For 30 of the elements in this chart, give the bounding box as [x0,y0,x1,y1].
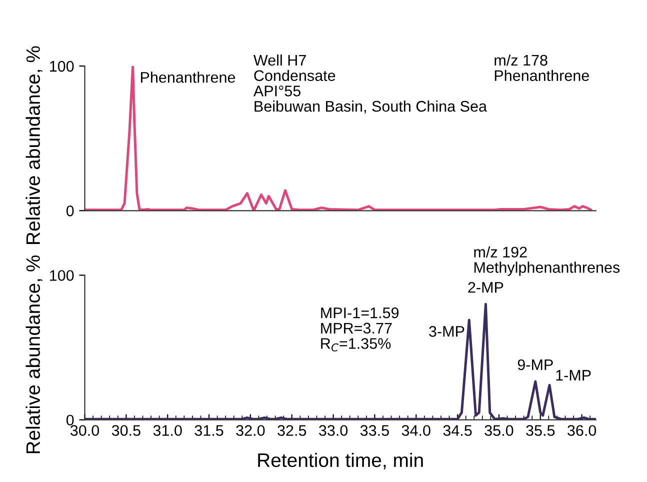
annotation: 3-MP [429,326,464,337]
x-tick-label: 31.5 [194,425,224,436]
x-axis-title: Retention time, min [258,452,423,470]
x-tick-label: 30.5 [112,425,140,436]
x-tick-label: 33.5 [360,425,389,436]
annotation: m/z 178 Phenanthrene [494,54,589,82]
x-tick-label: 31.0 [153,425,182,436]
annotation: 1-MP [556,370,591,381]
y-tick-label: 100 [50,60,74,72]
annotation: m/z 192 Methylphenanthrenes [474,246,620,276]
x-tick-label: 33.0 [318,425,348,436]
annotation: Well H7 Condensate API°55 Beibuwan Basin, South China Sea [253,54,487,114]
x-tick-label: 32.0 [236,425,265,436]
annotation: 9-MP [518,359,553,370]
annotation: Phenanthrene [141,72,236,83]
y-axis-title: Relative abundance, % [26,255,42,454]
annotation: MPI-1=1.59 MPR=3.77 R$_{C}$=1.35% [321,307,399,352]
annotation: 2-MP [468,282,504,293]
line-series [84,66,592,211]
y-axis-title: Relative abundance, % [26,46,42,244]
x-tick-label: 34.0 [402,425,430,436]
x-tick-label: 35.0 [484,425,514,436]
y-tick-label: 100 [50,270,74,281]
y-tick-label: 0 [66,206,74,216]
x-tick-label: 35.5 [526,425,555,436]
x-tick-label: 30.0 [70,425,100,436]
x-tick-label: 36.0 [568,425,596,436]
x-tick-label: 34.5 [443,425,472,436]
x-tick-label: 32.5 [278,425,306,436]
y-tick-label: 0 [66,414,74,426]
